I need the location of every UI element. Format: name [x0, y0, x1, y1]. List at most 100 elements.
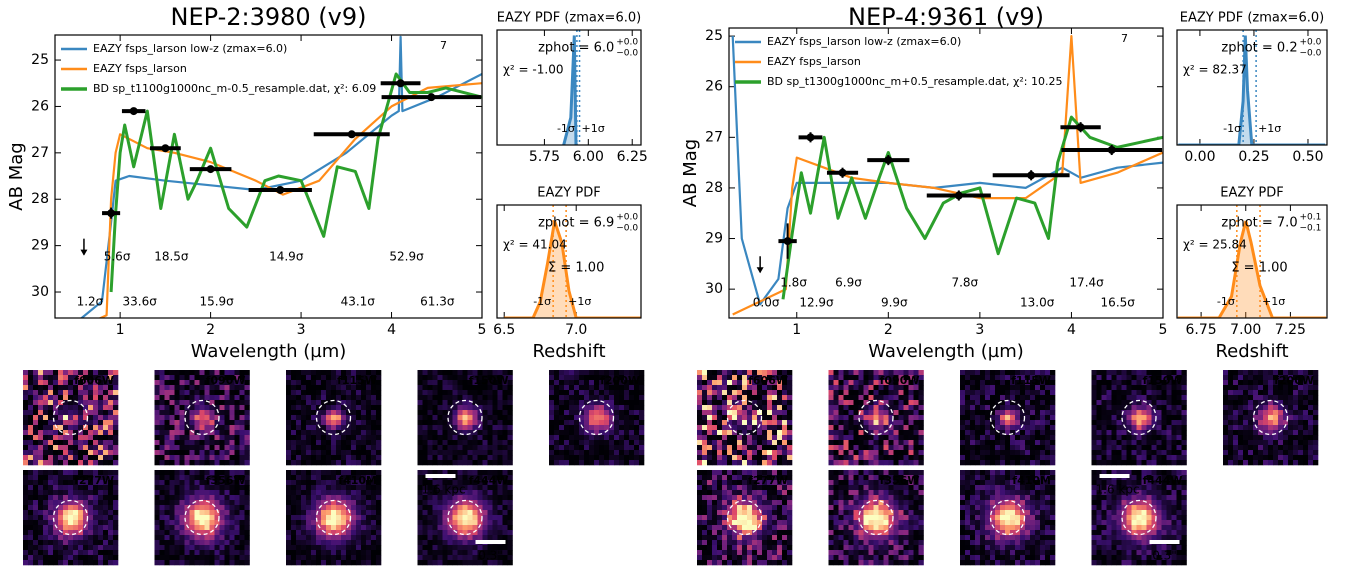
pixel	[1142, 415, 1147, 420]
pixel	[301, 555, 306, 560]
pixel	[639, 445, 644, 450]
pixel	[433, 525, 438, 530]
pixel	[371, 430, 376, 435]
snr-label: 52.9σ	[389, 250, 424, 264]
pixel	[93, 545, 98, 550]
pixel	[245, 540, 250, 545]
pixel	[291, 550, 296, 555]
pixel	[732, 390, 737, 395]
filter-label: f606W	[748, 374, 788, 387]
pixel	[629, 430, 634, 435]
pixel	[28, 400, 33, 405]
pixel	[1157, 455, 1162, 460]
pixel	[205, 395, 210, 400]
pixel	[58, 490, 63, 495]
pixel	[869, 395, 874, 400]
pixel	[433, 515, 438, 520]
pixel	[180, 410, 185, 415]
pixel	[108, 540, 113, 545]
pixel	[458, 400, 463, 405]
pixel	[93, 510, 98, 515]
pixel	[215, 495, 220, 500]
photometry-point	[1077, 123, 1085, 131]
pixel	[286, 555, 291, 560]
pixel	[190, 520, 195, 525]
pixel	[190, 555, 195, 560]
pixel	[98, 510, 103, 515]
pixel	[170, 515, 175, 520]
pixel	[301, 525, 306, 530]
pixel	[717, 460, 722, 465]
pixel	[965, 420, 970, 425]
snr-label: 6.9σ	[835, 276, 862, 290]
pixel	[624, 450, 629, 455]
pixel	[849, 410, 854, 415]
pixel	[614, 455, 619, 460]
pixel	[1142, 425, 1147, 430]
pixel	[185, 440, 190, 445]
pixel	[594, 445, 599, 450]
pixel	[717, 420, 722, 425]
pixel	[88, 460, 93, 465]
pixel	[737, 400, 742, 405]
pixel	[1117, 415, 1122, 420]
x-tick-label: 7.25	[1275, 322, 1306, 338]
pixel	[418, 395, 423, 400]
pixel	[165, 375, 170, 380]
pixel	[1015, 440, 1020, 445]
pixel	[970, 425, 975, 430]
pixel	[205, 425, 210, 430]
pixel	[589, 385, 594, 390]
pixel	[732, 455, 737, 460]
pixel	[103, 460, 108, 465]
pixel	[844, 420, 849, 425]
pixel	[155, 430, 160, 435]
pixel	[1000, 400, 1005, 405]
pixel	[1102, 395, 1107, 400]
pixel	[185, 370, 190, 375]
pixel	[985, 395, 990, 400]
pixel	[53, 385, 58, 390]
pixel	[975, 395, 980, 400]
pixel	[376, 555, 381, 560]
pixel	[73, 505, 78, 510]
pixel	[614, 400, 619, 405]
pixel	[200, 545, 205, 550]
pixel	[463, 380, 468, 385]
pixel	[609, 430, 614, 435]
pixel	[468, 420, 473, 425]
pixel	[970, 445, 975, 450]
pixel	[914, 405, 919, 410]
pixel	[777, 430, 782, 435]
pixel	[498, 400, 503, 405]
pixel	[443, 500, 448, 505]
pixel	[371, 540, 376, 545]
pixel	[428, 520, 433, 525]
pixel	[599, 450, 604, 455]
pixel	[418, 380, 423, 385]
model-line	[57, 83, 482, 338]
pixel	[609, 405, 614, 410]
pixel	[629, 390, 634, 395]
pixel	[995, 445, 1000, 450]
pixel	[98, 415, 103, 420]
pixel	[732, 375, 737, 380]
filter-label: f115W	[1011, 374, 1051, 387]
pixel	[296, 500, 301, 505]
pixel	[245, 460, 250, 465]
pixel	[904, 450, 909, 455]
pixel	[569, 420, 574, 425]
pixel	[549, 400, 554, 405]
pixel	[1045, 455, 1050, 460]
pixel	[43, 400, 48, 405]
pixel	[503, 445, 508, 450]
legend-label: EAZY fsps_larson low-z (zmax=6.0)	[767, 35, 961, 48]
pixel	[634, 390, 639, 395]
pixel	[609, 450, 614, 455]
pixel	[93, 520, 98, 525]
pixel	[361, 555, 366, 560]
pixel	[995, 450, 1000, 455]
pixel	[1040, 420, 1045, 425]
pixel	[980, 370, 985, 375]
pixel	[777, 450, 782, 455]
